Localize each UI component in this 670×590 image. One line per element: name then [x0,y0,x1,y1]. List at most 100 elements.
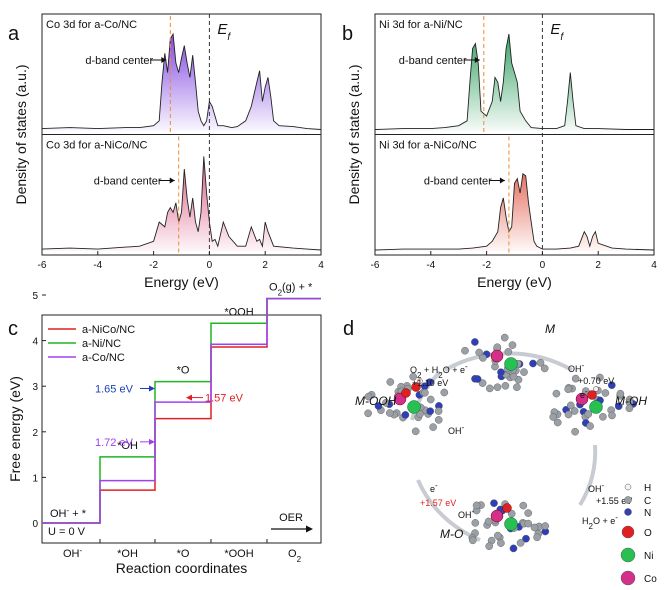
legend-atom-co [620,570,636,586]
d-band-center-annotation-a-1: d-band center [94,176,162,188]
delta-g-annotation-1: 1.57 eV [205,393,244,405]
atom [485,384,494,393]
annotation-arrowhead-2 [149,438,155,445]
subplot-title-b-0: Ni 3d for a-Ni/NC [379,19,463,31]
atom [401,411,410,419]
atom [564,385,573,394]
x-tick-label-b: -4 [426,260,435,271]
adsorbate-atom [417,378,423,384]
annotation-arrowhead-b-0 [474,57,480,63]
x-axis-label-b: Energy (eV) [477,274,552,290]
atom [440,388,449,397]
fermi-level-label-a: Ef [217,21,231,43]
atom [493,343,502,352]
legend-atom-label-n: N [644,508,651,519]
panel-label-c: c [8,318,18,340]
atom [541,522,550,530]
u-label: U = 0 V [48,526,86,538]
step-value-4: +1.10 eV [412,378,448,388]
atom [374,402,383,410]
d-band-center-annotation-a-0: d-band center [85,55,153,67]
atom [426,395,435,404]
dos-curve-a-1 [41,156,322,251]
structure-m-ooh [364,372,449,436]
annotation-arrowhead-a-1 [169,177,175,184]
atom [513,383,521,392]
legend-atom-label-ni: Ni [644,551,653,562]
atom [493,383,502,392]
delta-g-annotation-2: 1.72 eV [95,437,134,449]
legend-atom-label-c: C [644,496,651,507]
atom [625,404,634,413]
atom [479,354,487,362]
y-tick-label: 3 [32,382,38,393]
subplot-title-a-1: Co 3d for a-NiCo/NC [46,140,148,152]
atom [504,347,513,356]
atom [586,422,594,430]
dos-area-a-1 [42,156,321,251]
panel-label-b: b [342,23,353,45]
dos-curve-b-1 [374,173,655,251]
x-axis-label-a: Energy (eV) [144,274,219,290]
ni-atom [589,400,603,414]
step-text-4: O2 + H2O + e- [410,362,468,380]
legend-label-0: a-NiCo/NC [82,324,135,336]
legend-atom-label-h: H [644,483,651,494]
state-label-m-oh: M-OH [615,394,647,408]
legend-atom-label-o: O [644,528,652,539]
oer-label: OER [279,512,303,524]
atom [520,368,528,376]
x-category-label: *O [177,548,190,560]
atom [601,389,610,397]
atom [490,499,498,508]
atom [461,346,469,355]
x-tick-label-b: 0 [540,260,546,271]
subplot-title-b-1: Ni 3d for a-NiCo/NC [379,140,477,152]
atom [411,427,420,436]
atom [501,381,510,390]
annotation-arrowhead-a-0 [161,57,167,63]
dos-area-b-1 [375,173,654,251]
atom [540,364,549,373]
atom [508,341,517,349]
dos-area-a-0 [42,34,321,131]
atom [472,501,481,510]
adsorbate-atom [401,388,411,398]
co-atom [490,349,504,363]
x-tick-label-b: -2 [482,260,491,271]
atom [536,358,545,367]
atom [564,410,573,419]
atom [409,372,418,381]
panel-label-a: a [8,23,20,45]
dos-curve-b-0 [374,33,654,130]
step-value-3: +1.57 eV [420,498,456,508]
x-category-label: *OOH [224,548,253,560]
atom [468,536,477,545]
atom [549,413,558,421]
atom [570,407,579,415]
step-label-star-ooh: *OOH [224,306,253,318]
step-text-2: OH- [588,481,605,495]
legend-atom-o [621,525,635,539]
step-label-oh: OH- + * [50,506,87,521]
d-band-center-annotation-b-1: d-band center [424,176,492,188]
step-text-1b: e- [580,387,588,401]
atom [522,534,530,543]
step-text-4b: OH- [448,423,465,437]
atom [584,410,593,418]
step-text-2b: H2O + e- [582,513,618,531]
atom [426,407,435,416]
atom [599,412,607,421]
atom [385,409,394,417]
atom [533,533,541,542]
co-atom [490,509,504,523]
structure-m [461,333,549,393]
y-tick-label: 2 [32,428,38,439]
atom [421,388,429,397]
oer-arrowhead [306,525,313,533]
y-tick-label: 5 [32,291,38,302]
atom [571,374,580,383]
x-category-label: *OH [117,548,138,560]
dos-curve-a-0 [41,32,322,130]
